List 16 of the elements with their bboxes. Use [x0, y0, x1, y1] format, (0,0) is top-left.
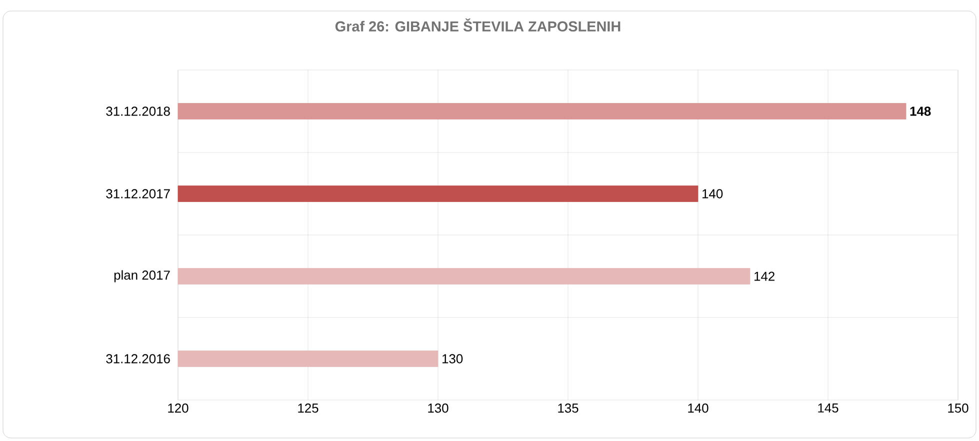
x-tick-label: 130	[428, 404, 448, 413]
x-tick-label: 120	[168, 404, 188, 413]
x-tick-label: 140	[688, 404, 708, 413]
y-tick-label: 31.12.2017	[106, 189, 170, 198]
y-tick-label: 31.12.2018	[106, 106, 170, 116]
y-tick-label: plan 2017	[114, 270, 170, 282]
data-label: 140	[702, 189, 723, 198]
x-tick-label: 135	[558, 404, 578, 413]
data-label: 148	[910, 106, 931, 116]
x-tick-label: 145	[818, 404, 838, 413]
data-label: 130	[442, 354, 463, 364]
x-tick-label: 150	[948, 404, 968, 413]
x-tick-label: 125	[298, 404, 318, 413]
chart-title: Graf 26: GIBANJE ŠTEVILA ZAPOSLENIH	[335, 18, 620, 32]
data-label: 142	[754, 272, 774, 281]
y-tick-label: 31.12.2016	[106, 354, 170, 364]
